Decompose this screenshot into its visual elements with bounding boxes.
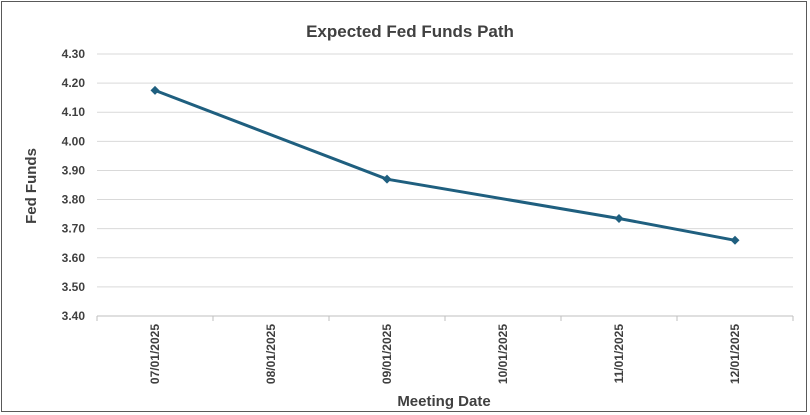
series-line [153,88,737,242]
data-point-marker [730,235,740,245]
y-tick-label: 4.20 [62,76,86,90]
data-point-marker [382,174,392,184]
y-tick-label: 4.00 [62,134,86,148]
x-tick-label: 11/01/2025 [612,324,626,384]
x-axis-ticks: 07/01/2025 08/01/2025 09/01/2025 10/01/2025… [148,324,742,384]
y-axis-ticks: 3.40 3.50 3.60 3.70 3.80 3.90 4.00 4.10 4.20 4.30 [62,47,86,323]
y-tick-label: 3.90 [62,163,86,177]
y-tick-label: 3.80 [62,193,86,207]
x-tick-label: 07/01/2025 [148,324,162,384]
y-tick-label: 4.10 [62,105,86,119]
chart-title: Expected Fed Funds Path [306,22,514,41]
x-tick-label: 08/01/2025 [264,324,278,384]
x-tick-label: 09/01/2025 [380,324,394,384]
series-fed-funds [150,85,740,245]
x-axis-title: Meeting Date [397,393,490,410]
y-tick-label: 4.30 [62,47,86,61]
x-tick-label: 10/01/2025 [496,324,510,384]
y-tick-label: 3.60 [62,251,86,265]
data-point-marker [614,213,624,223]
y-tick-label: 3.50 [62,280,86,294]
y-axis-title: Fed Funds [23,148,40,224]
y-tick-label: 3.40 [62,309,86,323]
y-tick-label: 3.70 [62,222,86,236]
data-point-marker [150,85,160,95]
x-tick-label: 12/01/2025 [728,324,742,384]
gridlines [96,53,794,321]
